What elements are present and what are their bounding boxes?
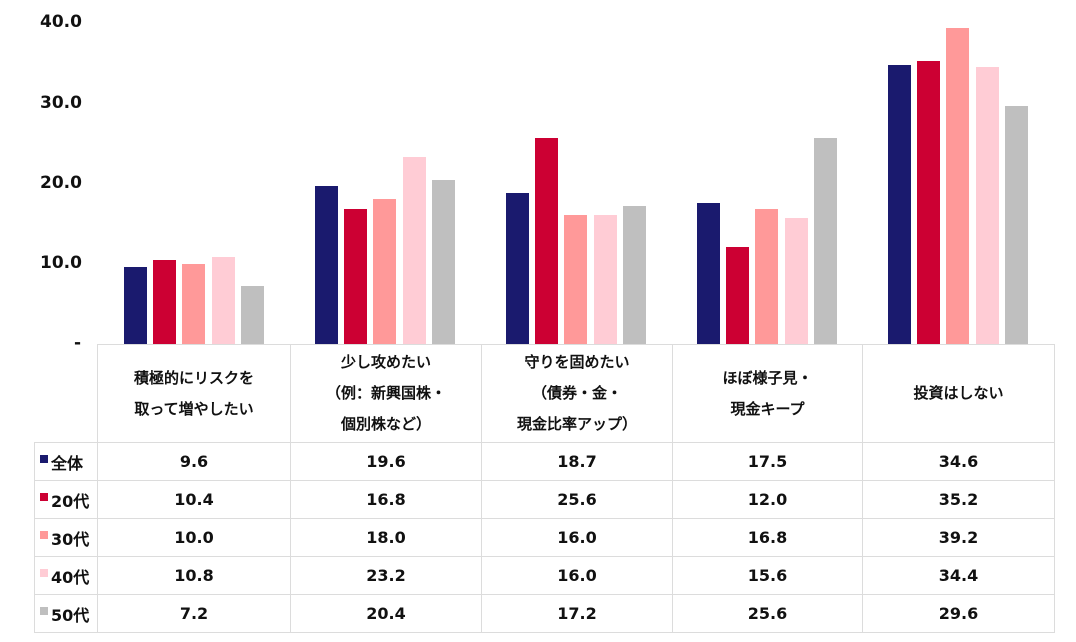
y-tick-0: - [74, 333, 82, 353]
bar-30代-1 [373, 199, 397, 344]
value-cell: 23.2 [290, 556, 482, 595]
value-cell: 15.6 [672, 556, 863, 595]
value-cell: 20.4 [290, 594, 482, 633]
table-corner [34, 344, 98, 443]
legend-label: 30代 [51, 529, 90, 549]
bar-50代-0 [240, 286, 264, 344]
header-line: 現金キープ [730, 399, 805, 418]
bar-30代-0 [182, 263, 206, 344]
bar-20代-1 [344, 208, 368, 344]
value-cell: 16.0 [481, 518, 673, 557]
header-line: （債券・金・ [531, 384, 622, 402]
legend-swatch-icon [40, 454, 48, 463]
legend-cell: 30代 [34, 518, 98, 557]
legend-cell: 50代 [34, 594, 98, 633]
value-cell: 7.2 [97, 594, 291, 633]
bar-50代-4 [1004, 105, 1028, 344]
y-tick-30: 30.0 [40, 93, 82, 113]
header-line: 現金比率アップ） [516, 415, 637, 433]
table-header-row: 積極的にリスクを 取って増やしたい 少し攻めたい （例：新興国株・ 個別株など）… [34, 344, 1055, 443]
value-cell: 16.8 [290, 480, 482, 519]
table-row: 20代 10.4 16.8 25.6 12.0 35.2 [34, 480, 1055, 519]
value-cell: 39.2 [862, 518, 1055, 557]
value-cell: 17.2 [481, 594, 673, 633]
legend-swatch-icon [40, 530, 48, 539]
bar-50代-3 [813, 137, 837, 344]
value-cell: 9.6 [97, 442, 291, 481]
value-cell: 29.6 [862, 594, 1055, 633]
value-cell: 25.6 [672, 594, 863, 633]
header-line: 取って増やしたい [134, 399, 254, 418]
column-header-wait-and-see: ほぼ様子見・ 現金キープ [672, 344, 863, 443]
legend-cell: 20代 [34, 480, 98, 519]
header-line: （例：新興国株・ [325, 384, 446, 402]
bar-40代-1 [402, 157, 426, 344]
value-cell: 18.0 [290, 518, 482, 557]
y-tick-40: 40.0 [40, 12, 82, 32]
value-cell: 35.2 [862, 480, 1055, 519]
bar-全体-4 [888, 65, 911, 344]
bar-20代-3 [726, 247, 750, 344]
bar-50代-1 [431, 179, 455, 344]
column-header-no-investment: 投資はしない [862, 344, 1055, 443]
table-row: 全体 9.6 19.6 18.7 17.5 34.6 [34, 442, 1055, 481]
header-line: 個別株など） [340, 415, 431, 433]
value-cell: 19.6 [290, 442, 482, 481]
value-cell: 17.5 [672, 442, 863, 481]
table-row: 30代 10.0 18.0 16.0 16.8 39.2 [34, 518, 1055, 557]
legend-swatch-icon [40, 606, 48, 615]
legend-swatch-icon [40, 492, 48, 501]
bar-30代-4 [946, 28, 970, 344]
bar-30代-2 [564, 215, 588, 344]
legend-label: 20代 [51, 491, 90, 511]
bar-20代-4 [917, 60, 941, 344]
legend-label: 全体 [51, 453, 84, 473]
value-cell: 18.7 [481, 442, 673, 481]
value-cell: 10.0 [97, 518, 291, 557]
header-line: ほぼ様子見・ [722, 368, 813, 387]
value-cell: 16.0 [481, 556, 673, 595]
data-table: 積極的にリスクを 取って増やしたい 少し攻めたい （例：新興国株・ 個別株など）… [34, 344, 1055, 633]
bar-40代-4 [975, 67, 999, 344]
bar-全体-2 [506, 193, 529, 344]
legend-cell: 40代 [34, 556, 98, 595]
bar-20代-0 [153, 260, 177, 344]
bar-50代-2 [622, 205, 646, 344]
value-cell: 10.4 [97, 480, 291, 519]
bar-全体-3 [697, 203, 720, 344]
column-header-aggressive: 積極的にリスクを 取って増やしたい [97, 344, 291, 443]
legend-cell: 全体 [34, 442, 98, 481]
value-cell: 10.8 [97, 556, 291, 595]
bar-40代-2 [593, 215, 617, 344]
value-cell: 16.8 [672, 518, 863, 557]
bar-20代-2 [535, 137, 559, 344]
value-cell: 25.6 [481, 480, 673, 519]
table-row: 40代 10.8 23.2 16.0 15.6 34.4 [34, 556, 1055, 595]
y-tick-20: 20.0 [40, 173, 82, 193]
header-line: 守りを固めたい [524, 353, 630, 371]
bar-30代-3 [755, 208, 779, 344]
y-tick-10: 10.0 [40, 253, 82, 273]
legend-label: 40代 [51, 567, 90, 587]
column-header-defensive: 守りを固めたい （債券・金・ 現金比率アップ） [481, 344, 673, 443]
bar-40代-0 [211, 257, 235, 344]
bar-全体-1 [315, 186, 338, 344]
header-line: 投資はしない [913, 384, 1004, 402]
header-line: 積極的にリスクを [133, 368, 254, 387]
bar-全体-0 [124, 266, 147, 344]
bar-40代-3 [784, 218, 808, 344]
value-cell: 34.4 [862, 556, 1055, 595]
header-line: 少し攻めたい [340, 353, 431, 371]
table-row: 50代 7.2 20.4 17.2 25.6 29.6 [34, 594, 1055, 633]
column-header-slightly-aggressive: 少し攻めたい （例：新興国株・ 個別株など） [290, 344, 482, 443]
value-cell: 12.0 [672, 480, 863, 519]
legend-label: 50代 [51, 605, 90, 625]
legend-swatch-icon [40, 568, 48, 577]
value-cell: 34.6 [862, 442, 1055, 481]
